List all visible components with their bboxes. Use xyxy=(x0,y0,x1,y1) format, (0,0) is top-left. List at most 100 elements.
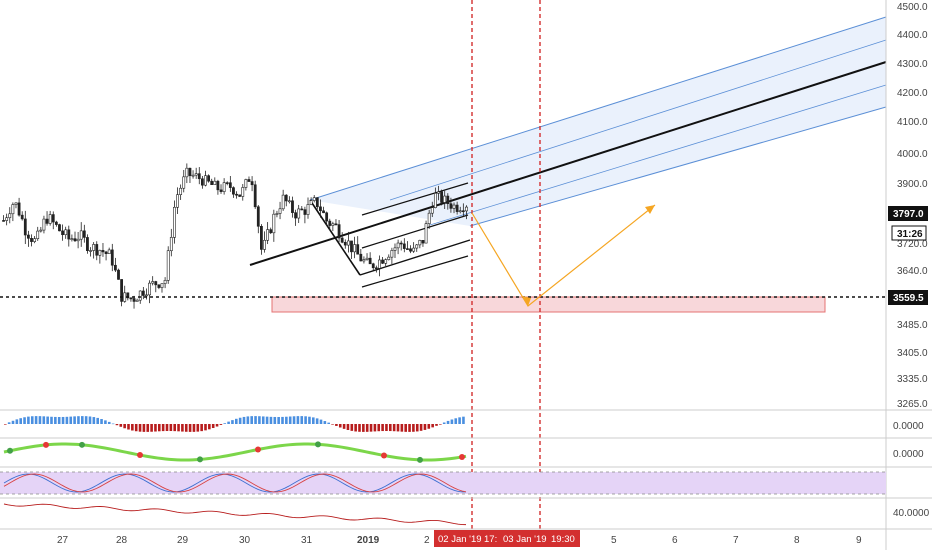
histogram-bar xyxy=(42,416,46,424)
histogram-bar xyxy=(258,416,261,424)
candle-body xyxy=(157,284,161,288)
candle-body xyxy=(61,230,64,236)
candle-body xyxy=(427,212,431,224)
rsi-indicator-pane[interactable] xyxy=(3,503,467,526)
current-price-tag xyxy=(888,206,928,221)
candle-body xyxy=(266,229,270,241)
candle-body xyxy=(396,242,400,249)
countdown-label: 31:26 xyxy=(897,229,923,240)
candle-body xyxy=(387,256,391,260)
time-tick: 2019 xyxy=(357,535,380,546)
stochastic-indicator-pane[interactable] xyxy=(0,471,886,495)
candle-body xyxy=(418,240,422,246)
channel-fill xyxy=(310,17,886,226)
price-tick: 3405.0 xyxy=(897,348,928,359)
price-tick: 4500.0 xyxy=(897,2,928,13)
momentum-dot xyxy=(197,456,203,463)
channel-upper-line xyxy=(309,16,887,201)
histogram-bar xyxy=(385,424,388,432)
candle-body xyxy=(300,208,304,211)
histogram-bar xyxy=(404,424,407,432)
candle-body xyxy=(222,182,226,192)
time-tick: 27 xyxy=(57,535,69,546)
candle-body xyxy=(455,204,459,212)
candle-body xyxy=(303,209,307,215)
candle-body xyxy=(368,257,372,265)
histogram-bar xyxy=(54,416,57,424)
histogram-bar xyxy=(34,416,38,424)
time-marker-label: 17: xyxy=(484,534,497,545)
momentum-dot xyxy=(7,447,13,454)
candle-body xyxy=(452,204,456,209)
histogram-bar xyxy=(308,416,311,424)
price-pane[interactable] xyxy=(0,0,887,529)
candle-body xyxy=(11,204,15,215)
stochastic-d-line xyxy=(3,473,467,493)
histogram-bar xyxy=(392,424,396,432)
histogram-bar xyxy=(131,424,134,431)
momentum-indicator-pane[interactable] xyxy=(3,441,467,463)
histogram-bar xyxy=(161,424,165,432)
support-zone[interactable] xyxy=(271,296,826,313)
candle-body xyxy=(281,194,285,210)
histogram-bar xyxy=(419,424,423,431)
candle-body xyxy=(244,179,248,188)
time-tick: 9 xyxy=(856,535,862,546)
histogram-bar xyxy=(158,424,161,432)
momentum-axis-tick: 0.0000 xyxy=(893,449,924,460)
histogram-bar xyxy=(327,422,330,424)
projection-arrowhead-down xyxy=(522,296,531,306)
stochastic-band xyxy=(0,472,886,494)
time-axis[interactable]: 27 28 29 30 31 2019 2 02 Jan '19 17: 03 … xyxy=(57,530,862,547)
candle-body xyxy=(443,195,447,203)
histogram-bar xyxy=(238,417,242,424)
candle-body xyxy=(179,187,183,195)
histogram-bar xyxy=(84,416,88,424)
histogram-bar xyxy=(104,420,107,424)
candle-body xyxy=(461,210,465,213)
histogram-bar xyxy=(4,424,7,425)
price-axis[interactable]: 4500.0 4400.0 4300.0 4200.0 4100.0 4000.… xyxy=(888,2,930,519)
candle-body xyxy=(20,214,24,220)
time-tick: 28 xyxy=(116,535,128,546)
candle-body xyxy=(36,230,40,239)
candle-body xyxy=(409,248,412,252)
histogram-bar xyxy=(277,416,280,424)
candle-body xyxy=(228,182,232,188)
histogram-bar xyxy=(30,416,34,424)
histogram-bar xyxy=(188,424,192,432)
histogram-bar xyxy=(235,418,238,424)
candle-body xyxy=(415,244,419,249)
candle-body xyxy=(89,250,92,252)
histogram-bar xyxy=(442,422,446,424)
candle-body xyxy=(328,220,332,226)
time-tick: 7 xyxy=(733,535,739,546)
histogram-bar xyxy=(315,418,319,424)
projection-arrows[interactable] xyxy=(471,204,656,307)
histogram-bar xyxy=(57,416,61,424)
candle-body xyxy=(98,250,102,256)
histogram-bar xyxy=(338,424,342,428)
histogram-bar xyxy=(362,424,365,432)
histogram-bar xyxy=(123,424,126,429)
price-tick: 3265.0 xyxy=(897,399,928,410)
histogram-bar xyxy=(408,424,411,432)
candle-body xyxy=(176,194,179,208)
histogram-bar xyxy=(92,417,96,424)
histogram-indicator-pane[interactable] xyxy=(4,416,465,432)
candle-body xyxy=(14,202,18,205)
candle-body xyxy=(197,173,201,180)
histogram-bar xyxy=(300,416,304,424)
histogram-bar xyxy=(412,424,415,432)
time-tick: 5 xyxy=(611,535,617,546)
histogram-bar xyxy=(446,420,450,424)
candle-body xyxy=(200,178,204,186)
candle-body xyxy=(374,267,378,270)
time-tick: 31 xyxy=(301,535,313,546)
histogram-bar xyxy=(331,424,334,425)
candle-body xyxy=(194,173,198,176)
histogram-bar xyxy=(254,416,257,424)
histogram-bar xyxy=(265,416,269,424)
candle-body xyxy=(30,237,33,242)
